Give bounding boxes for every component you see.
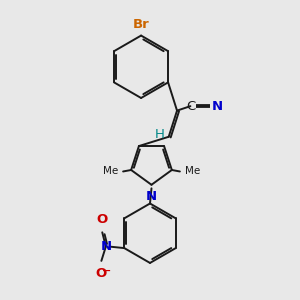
Text: Me: Me	[185, 167, 200, 176]
Text: H: H	[154, 128, 164, 141]
Text: Me: Me	[103, 167, 118, 176]
Text: N: N	[146, 190, 157, 203]
Text: −: −	[102, 266, 111, 276]
Text: O: O	[97, 213, 108, 226]
Text: N: N	[212, 100, 223, 113]
Text: Br: Br	[133, 18, 149, 31]
Text: O: O	[96, 267, 107, 280]
Text: N: N	[100, 240, 111, 253]
Text: C: C	[186, 100, 196, 113]
